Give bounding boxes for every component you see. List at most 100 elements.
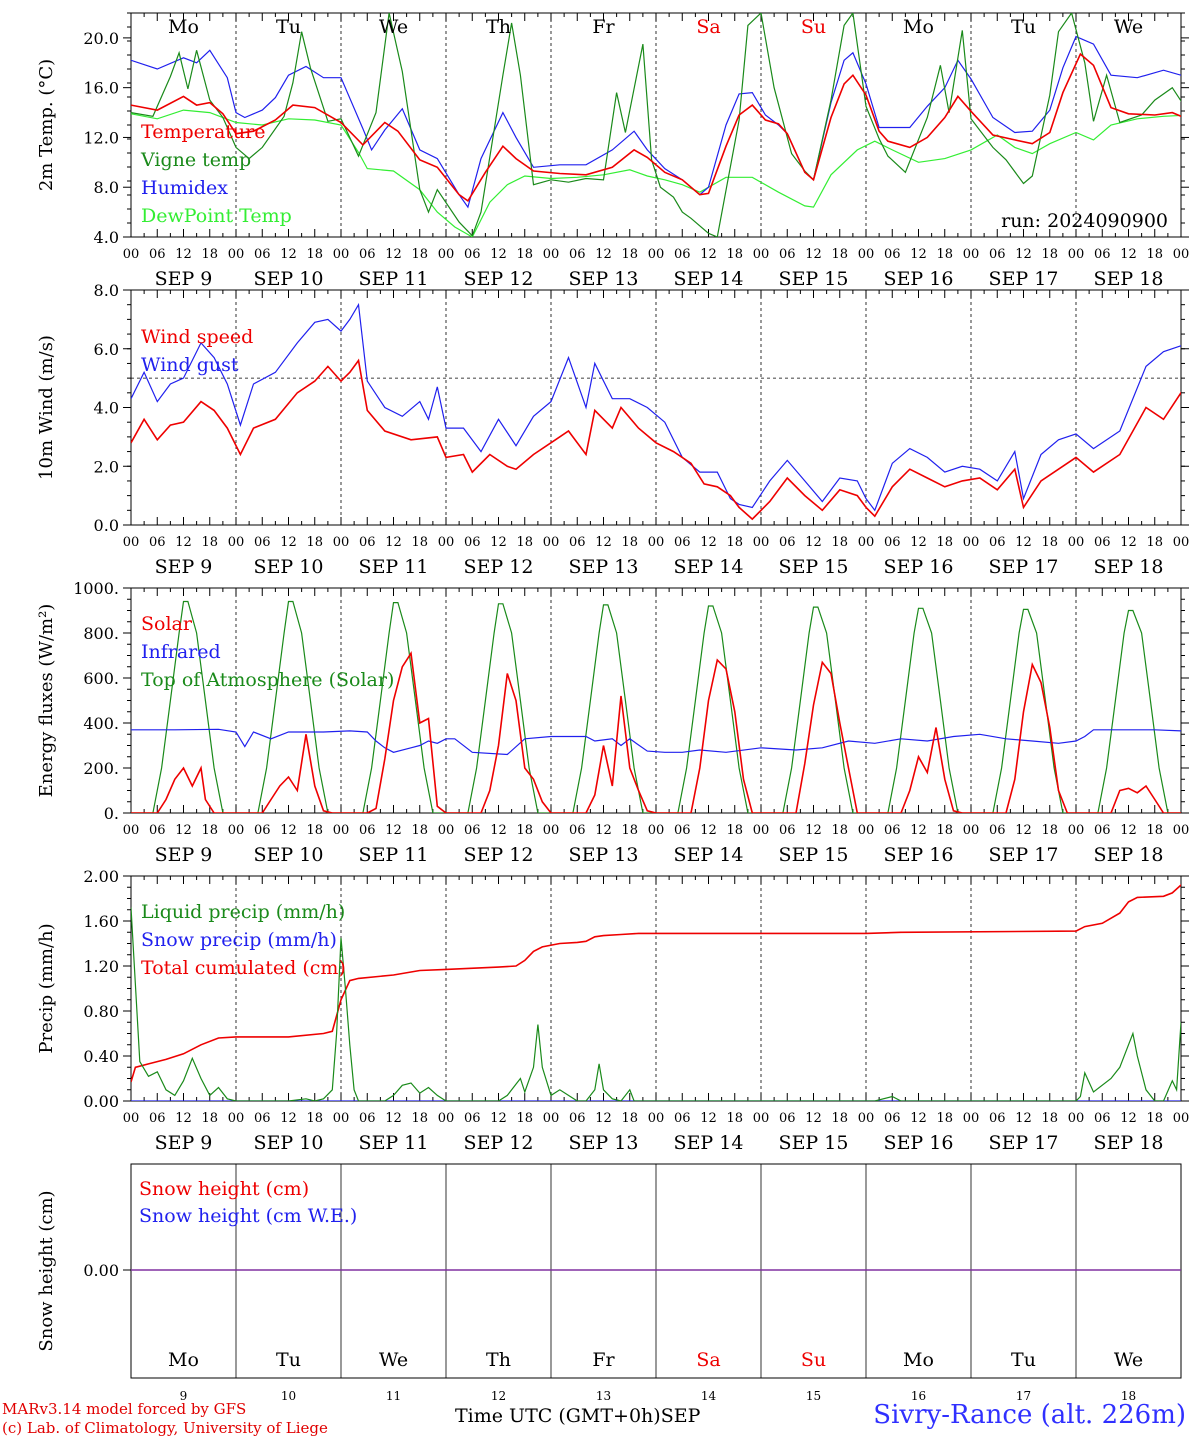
- legend-entry: Solar: [141, 613, 193, 635]
- x-hour-label: 00: [438, 247, 455, 262]
- x-date-label: SEP 9: [155, 844, 213, 866]
- x-hour-label: 00: [858, 823, 875, 838]
- legend-entry: Wind speed: [141, 326, 253, 348]
- panel-5: 0.00 Snow height (cm) Snow height (cm) Snow…: [36, 1163, 1182, 1403]
- x-hour-label: 12: [175, 1111, 192, 1126]
- legend-entry: Infrared: [141, 641, 221, 663]
- x-hour-label: 06: [674, 823, 691, 838]
- x-date-label: SEP 16: [884, 844, 954, 866]
- y-tick-label: 16.0: [83, 79, 119, 98]
- legend-entry: Snow precip (mm/h): [141, 929, 337, 951]
- x-hour-label: 00: [1173, 823, 1190, 838]
- day-number-label: 12: [491, 1389, 506, 1403]
- x-hour-label: 00: [228, 1111, 245, 1126]
- x-date-label: SEP 9: [155, 268, 213, 290]
- x-date-label: SEP 13: [569, 268, 639, 290]
- x-hour-label: 12: [910, 823, 927, 838]
- day-of-week-label: Mo: [168, 16, 199, 38]
- day-of-week-label: Mo: [903, 1349, 934, 1371]
- x-hour-label: 12: [385, 247, 402, 262]
- x-hour-label: 06: [1094, 823, 1111, 838]
- day-number-label: 10: [281, 1389, 296, 1403]
- x-hour-label: 06: [359, 247, 376, 262]
- x-hour-label: 12: [280, 1111, 297, 1126]
- x-hour-label: 06: [464, 823, 481, 838]
- series-line-liquid-precip-mm-h-: [131, 907, 1181, 1101]
- x-hour-label: 06: [569, 823, 586, 838]
- x-hour-label: 18: [306, 535, 323, 550]
- x-hour-label: 00: [123, 535, 140, 550]
- x-hour-label: 18: [306, 1111, 323, 1126]
- x-date-label: SEP 16: [884, 268, 954, 290]
- day-of-week-label: Fr: [592, 1349, 615, 1371]
- x-hour-label: 06: [569, 535, 586, 550]
- x-hour-label: 06: [464, 247, 481, 262]
- x-hour-label: 06: [464, 535, 481, 550]
- x-hour-label: 06: [674, 1111, 691, 1126]
- x-hour-label: 12: [1120, 247, 1137, 262]
- x-hour-label: 12: [595, 247, 612, 262]
- day-of-week-label: Tu: [276, 16, 301, 38]
- x-hour-label: 12: [700, 823, 717, 838]
- y-tick-label: 4.0: [94, 399, 119, 418]
- x-hour-label: 06: [149, 1111, 166, 1126]
- x-hour-label: 18: [201, 535, 218, 550]
- legend-entry: Temperature: [141, 121, 265, 143]
- x-hour-label: 06: [359, 1111, 376, 1126]
- day-number-label: 11: [386, 1389, 401, 1403]
- x-date-label: SEP 13: [569, 556, 639, 578]
- x-date-label: SEP 11: [359, 844, 429, 866]
- x-hour-label: 00: [753, 1111, 770, 1126]
- x-hour-label: 12: [595, 535, 612, 550]
- x-date-label: SEP 16: [884, 556, 954, 578]
- y-tick-label: 12.0: [83, 128, 119, 147]
- x-hour-label: 06: [254, 823, 271, 838]
- x-hour-label: 00: [753, 247, 770, 262]
- y-tick-label: 1.60: [83, 912, 119, 931]
- x-hour-label: 00: [228, 247, 245, 262]
- y-tick-label: 0.00: [83, 1261, 119, 1280]
- x-hour-label: 12: [1015, 823, 1032, 838]
- day-of-week-label: We: [1114, 1349, 1143, 1371]
- x-hour-label: 18: [936, 823, 953, 838]
- x-hour-label: 06: [1094, 535, 1111, 550]
- x-date-label: SEP 14: [674, 844, 744, 866]
- x-hour-label: 12: [280, 535, 297, 550]
- day-number-label: 18: [1121, 1389, 1136, 1403]
- x-date-label: SEP 11: [359, 1132, 429, 1154]
- x-hour-label: 00: [438, 823, 455, 838]
- x-hour-label: 00: [543, 247, 560, 262]
- x-hour-label: 12: [700, 535, 717, 550]
- y-tick-label: 0.80: [83, 1002, 119, 1021]
- x-hour-label: 12: [175, 247, 192, 262]
- x-date-label: SEP 13: [569, 844, 639, 866]
- x-hour-label: 00: [438, 535, 455, 550]
- day-of-week-label: Th: [486, 1349, 511, 1371]
- x-hour-label: 06: [989, 247, 1006, 262]
- x-hour-label: 18: [516, 1111, 533, 1126]
- x-hour-label: 18: [936, 247, 953, 262]
- x-hour-label: 00: [333, 1111, 350, 1126]
- x-hour-label: 18: [516, 823, 533, 838]
- x-hour-label: 12: [385, 823, 402, 838]
- x-hour-label: 12: [175, 535, 192, 550]
- x-hour-label: 18: [1041, 535, 1058, 550]
- x-date-label: SEP 17: [989, 556, 1059, 578]
- x-hour-label: 06: [254, 1111, 271, 1126]
- x-date-label: SEP 15: [779, 1132, 849, 1154]
- x-hour-label: 18: [621, 1111, 638, 1126]
- legend-entry: Vigne temp: [140, 149, 251, 171]
- x-hour-label: 18: [411, 535, 428, 550]
- x-hour-label: 06: [674, 535, 691, 550]
- x-hour-label: 18: [726, 247, 743, 262]
- x-hour-label: 12: [805, 823, 822, 838]
- x-hour-label: 18: [1146, 535, 1163, 550]
- x-hour-label: 00: [963, 823, 980, 838]
- y-axis-label: Precip (mm/h): [36, 923, 57, 1053]
- legend-entry: Liquid precip (mm/h): [141, 901, 345, 923]
- x-hour-label: 06: [149, 535, 166, 550]
- x-hour-label: 00: [648, 823, 665, 838]
- x-date-label: SEP 10: [254, 556, 324, 578]
- x-hour-label: 00: [543, 823, 560, 838]
